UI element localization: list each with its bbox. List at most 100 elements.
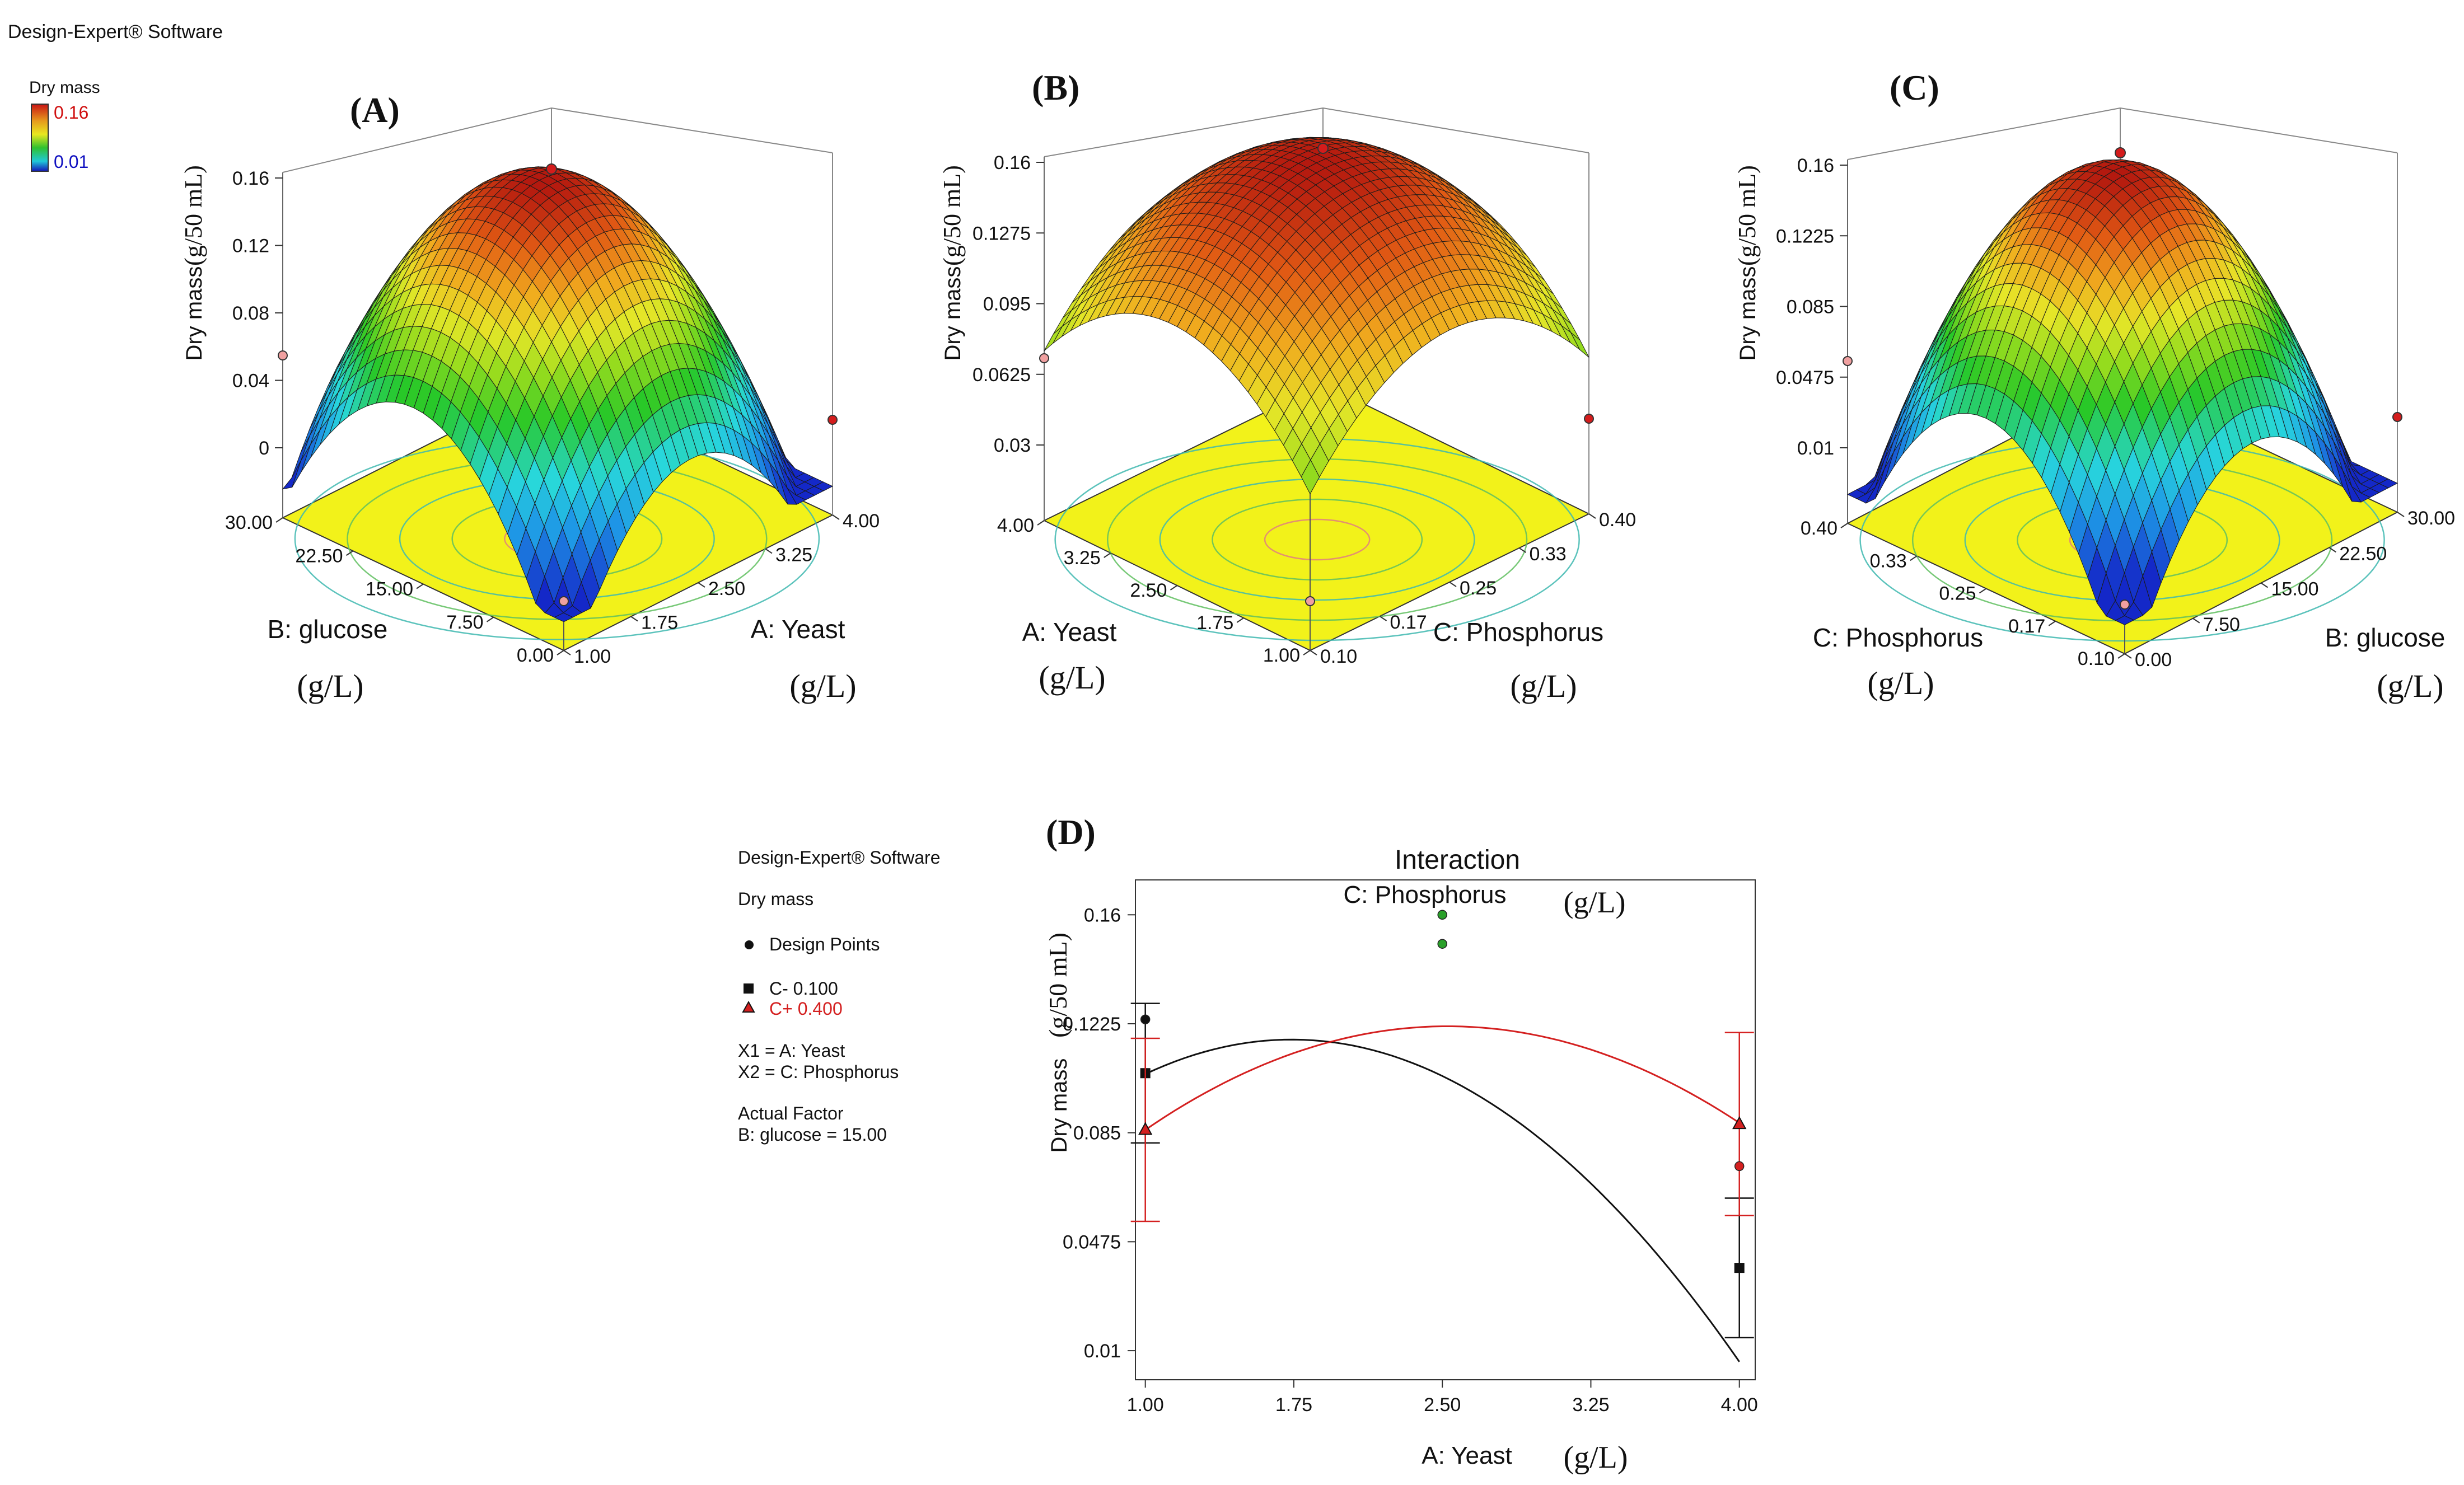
design-point	[1437, 910, 1447, 920]
plot-subtitle: C: Phosphorus	[1343, 881, 1506, 908]
left-axis-tick-label: 7.50	[446, 612, 483, 633]
design-point-marker	[559, 596, 569, 606]
back-frame-right	[1322, 107, 1589, 153]
x-tick-label: 1.00	[1127, 1394, 1164, 1416]
back-frame-right	[2120, 107, 2398, 153]
left-axis-tick-label: 0.40	[1801, 518, 1838, 539]
left-axis-unit: (g/L)	[1867, 665, 1934, 701]
right-axis-tick-label: 1.75	[641, 612, 678, 634]
left-axis-tick-label: 0.00	[517, 645, 554, 666]
legend-x1: X1 = A: Yeast	[738, 1041, 845, 1061]
y-tick-label: 0.1225	[1063, 1014, 1121, 1035]
legend-c-plus: C+ 0.400	[769, 999, 843, 1019]
left-axis-label: B: glucose	[268, 615, 388, 644]
interaction-legend: Design-Expert® Software Dry mass Design …	[738, 847, 941, 1145]
legend-high-value: 0.16	[54, 102, 88, 123]
left-axis-tick	[416, 583, 424, 589]
z-tick-label: 0.03	[994, 435, 1031, 456]
left-axis-tick	[1037, 520, 1045, 526]
right-axis-tick	[2397, 512, 2405, 517]
right-axis-tick	[1588, 513, 1596, 519]
legend-software: Design-Expert® Software	[738, 847, 941, 868]
left-axis-tick-label: 1.75	[1196, 612, 1233, 634]
legend-c-minus: C- 0.100	[769, 978, 838, 999]
right-axis-tick-label: 0.33	[1530, 544, 1567, 565]
left-axis-tick	[486, 616, 494, 622]
series-marker	[1138, 1122, 1153, 1135]
series-marker	[1732, 1116, 1747, 1130]
right-axis-tick	[1379, 616, 1387, 621]
right-axis-tick	[1310, 650, 1317, 655]
z-tick-label: 0.12	[232, 236, 269, 257]
x-axis-label: A: Yeast	[1422, 1442, 1512, 1469]
left-axis-tick	[1170, 585, 1178, 591]
left-axis-tick	[2048, 620, 2056, 626]
panel-label: (A)	[350, 90, 400, 130]
surface-mesh	[1846, 159, 2398, 625]
z-tick-label: 0.16	[232, 168, 269, 189]
right-axis-tick-label: 2.50	[708, 578, 745, 599]
x-tick-label: 1.75	[1275, 1394, 1312, 1416]
left-axis-tick	[1979, 588, 1987, 594]
plot-title: Interaction	[1395, 845, 1520, 875]
right-axis-tick-label: 4.00	[843, 510, 880, 532]
y-tick-label: 0.01	[1084, 1341, 1121, 1362]
right-axis-tick-label: 3.25	[775, 545, 812, 566]
left-axis-tick	[1840, 523, 1848, 528]
right-axis-tick	[2329, 547, 2336, 553]
z-tick-label: 0	[259, 438, 269, 459]
legend-x2: X2 = C: Phosphorus	[738, 1062, 899, 1082]
right-axis-tick-label: 0.10	[1320, 646, 1357, 667]
design-point-marker	[1039, 353, 1049, 363]
legend-response: Dry mass	[738, 889, 813, 909]
panel-label: (C)	[1890, 68, 1939, 107]
design-point-marker	[2120, 599, 2130, 610]
right-axis-unit: (g/L)	[789, 668, 856, 704]
plot-frame	[1135, 879, 1756, 1380]
right-axis-tick	[1518, 547, 1527, 553]
right-axis-tick-label: 0.17	[1390, 612, 1427, 633]
right-axis-tick-label: 1.00	[574, 646, 611, 667]
z-tick-label: 0.04	[232, 371, 269, 392]
left-axis-tick	[2117, 653, 2125, 659]
right-axis-tick-label: 7.50	[2203, 614, 2240, 635]
z-tick-label: 0.085	[1787, 297, 1834, 318]
left-axis-tick-label: 0.10	[2078, 648, 2115, 669]
z-axis-unit: (g/50 mL)	[1733, 165, 1761, 266]
x-tick-label: 2.50	[1424, 1394, 1461, 1416]
z-axis-unit: (g/50 mL)	[180, 165, 207, 266]
right-axis-tick	[2260, 582, 2269, 588]
design-point-marker	[1584, 414, 1594, 424]
legend-low-value: 0.01	[54, 152, 88, 172]
panel-c-surface: 0.16 0.1225 0.085 0.0475 0.01 Dry mass(g/50 m…	[1733, 68, 2455, 704]
x-tick-label: 3.25	[1572, 1394, 1609, 1416]
z-tick-label: 0.08	[232, 303, 269, 324]
design-point-marker	[278, 350, 288, 360]
right-axis-tick	[630, 616, 638, 622]
back-frame-right	[551, 107, 833, 153]
design-point	[1140, 1014, 1151, 1024]
triangle-marker-icon	[742, 1000, 755, 1013]
panel-b-surface: 0.16 0.1275 0.095 0.0625 0.03 Dry mass(g/50 m…	[938, 68, 1636, 704]
legend-actual-factor: Actual Factor	[738, 1103, 844, 1123]
z-tick-label: 0.1225	[1776, 226, 1834, 247]
legend-actual-factor-value: B: glucose = 15.00	[738, 1125, 887, 1145]
x-tick-label: 4.00	[1721, 1394, 1758, 1416]
right-axis-tick	[1449, 582, 1457, 587]
design-point-marker	[1843, 356, 1853, 366]
software-label: Design-Expert® Software	[8, 21, 223, 43]
z-tick-label: 0.01	[1797, 438, 1834, 459]
panel-label: (B)	[1032, 68, 1079, 107]
right-axis-label: A: Yeast	[751, 615, 845, 644]
panel-d-interaction-plot: (D) Interaction C: Phosphorus (g/L) 0.01 0.04…	[1044, 812, 1758, 1475]
surface-mesh	[282, 166, 834, 622]
z-axis-label: Dry mass	[941, 266, 965, 361]
left-axis-tick-label: 0.33	[1870, 550, 1907, 571]
design-point-marker	[1305, 596, 1315, 606]
z-tick-label: 0.0475	[1776, 367, 1834, 388]
panel-label: (D)	[1046, 812, 1096, 852]
design-point	[1734, 1161, 1745, 1172]
y-axis-label: Dry mass	[1047, 1058, 1072, 1153]
left-axis-label: A: Yeast	[1022, 617, 1117, 647]
